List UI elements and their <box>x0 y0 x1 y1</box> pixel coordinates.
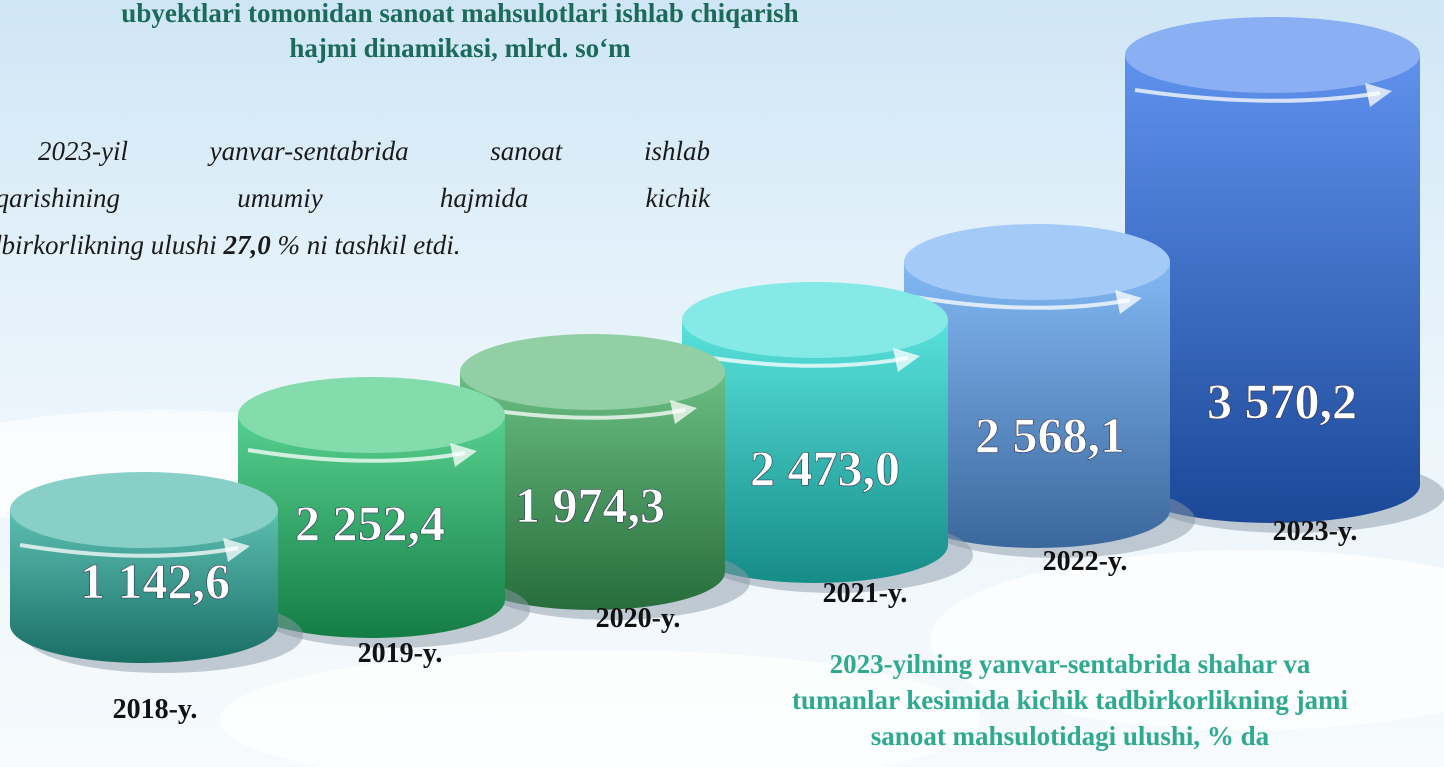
category-label: 2020-y. <box>596 603 681 634</box>
category-label: 2021-y. <box>823 578 908 609</box>
category-label: 2023-y. <box>1273 516 1358 547</box>
infographic: 3 570,2 2023-y. 2 568,1 2022-y. 2 473,0 2021-… <box>0 0 1444 767</box>
paragraph: 2023-yil yanvar-sentabrida sanoat ishlab… <box>0 128 710 269</box>
text: % ni tashkil etdi. <box>278 230 461 260</box>
value-label: 3 570,2 <box>1207 373 1357 429</box>
value-label: 2 568,1 <box>975 407 1125 463</box>
category-label: 2022-y. <box>1043 546 1128 577</box>
paragraph-line: 2023-yil yanvar-sentabrida sanoat ishlab <box>0 128 710 175</box>
cylinder-top <box>10 472 278 548</box>
cylinder-top <box>460 334 725 410</box>
cylinder-top <box>238 377 505 453</box>
title-line: hajmi dinamikasi, mlrd. so‘m <box>0 31 960 66</box>
category-label: 2019-y. <box>358 638 443 669</box>
cylinder-top <box>1125 17 1420 93</box>
footer-line: sanoat mahsulotidagi ulushi, % da <box>660 718 1444 754</box>
footer-line: tumanlar kesimida kichik tadbirkorliknin… <box>660 682 1444 718</box>
value-label: 2 473,0 <box>750 440 900 496</box>
share: 27,0 <box>224 230 271 260</box>
paragraph-line: iqarishining umumiy hajmida kichik <box>0 175 710 222</box>
title-line: ubyektlari tomonidan sanoat mahsulotlari… <box>0 0 960 31</box>
footer-line: 2023-yilning yanvar-sentabrida shahar va <box>660 646 1444 682</box>
footer: 2023-yilning yanvar-sentabrida shahar va… <box>660 646 1444 754</box>
value-label: 1 974,3 <box>515 477 665 533</box>
cylinder-top <box>904 224 1170 300</box>
title: ubyektlari tomonidan sanoat mahsulotlari… <box>0 0 960 66</box>
category-label: 2018-y. <box>113 694 198 725</box>
paragraph-line: dbirkorlikning ulushi 27,0 % ni tashkil … <box>0 222 710 269</box>
text: dbirkorlikning ulushi <box>0 230 217 260</box>
cylinder-top <box>682 282 948 358</box>
value-label: 2 252,4 <box>295 495 445 551</box>
value-label: 1 142,6 <box>80 553 230 609</box>
